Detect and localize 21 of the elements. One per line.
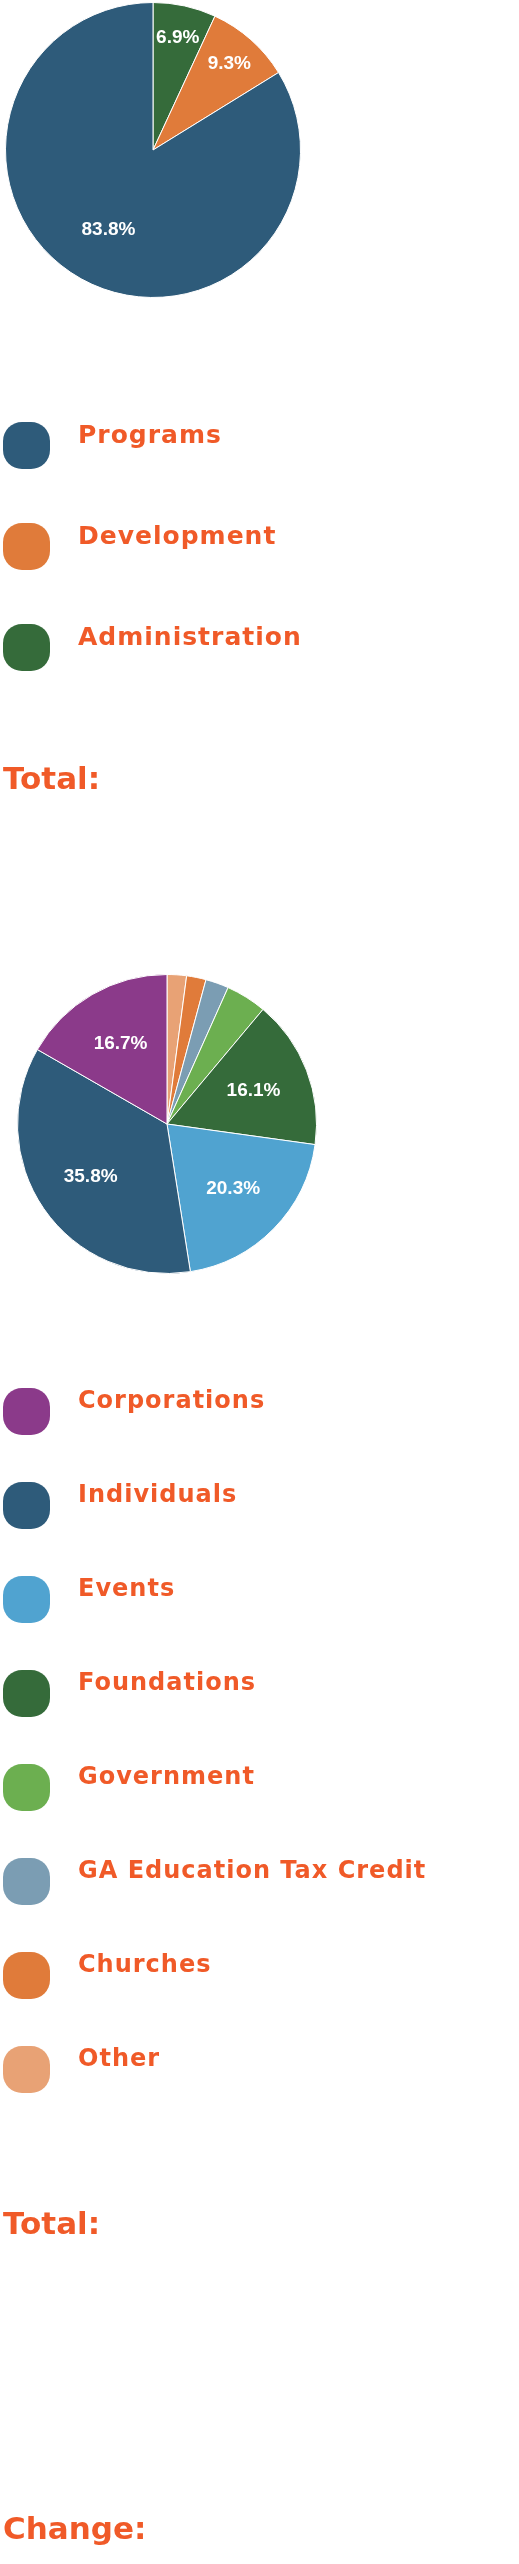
legend-label: Development <box>78 521 277 550</box>
legend-label: Other <box>78 2044 161 2072</box>
legend-label: Administration <box>78 622 302 651</box>
legend-label: Corporations <box>78 1386 266 1414</box>
text: Change: <box>3 2510 147 2546</box>
data-label: 35.8% <box>63 1164 118 1186</box>
legend-label: Churches <box>78 1950 212 1978</box>
legend-label: Events <box>78 1574 176 1602</box>
data-label: 16.7% <box>93 1032 148 1054</box>
text: Total: <box>3 760 101 796</box>
legend-label: Foundations <box>78 1668 257 1696</box>
data-label: 83.8% <box>81 218 136 240</box>
legend-label: Individuals <box>78 1480 238 1508</box>
text: Total: <box>3 2205 101 2241</box>
data-label: 6.9% <box>156 25 200 47</box>
legend-label: GA Education Tax Credit <box>78 1856 427 1884</box>
legend-label: Government <box>78 1762 255 1790</box>
legend-label: Programs <box>78 420 222 449</box>
data-label: 16.1% <box>226 1078 281 1100</box>
data-label: 9.3% <box>207 52 252 74</box>
data-label: 20.3% <box>206 1177 261 1199</box>
